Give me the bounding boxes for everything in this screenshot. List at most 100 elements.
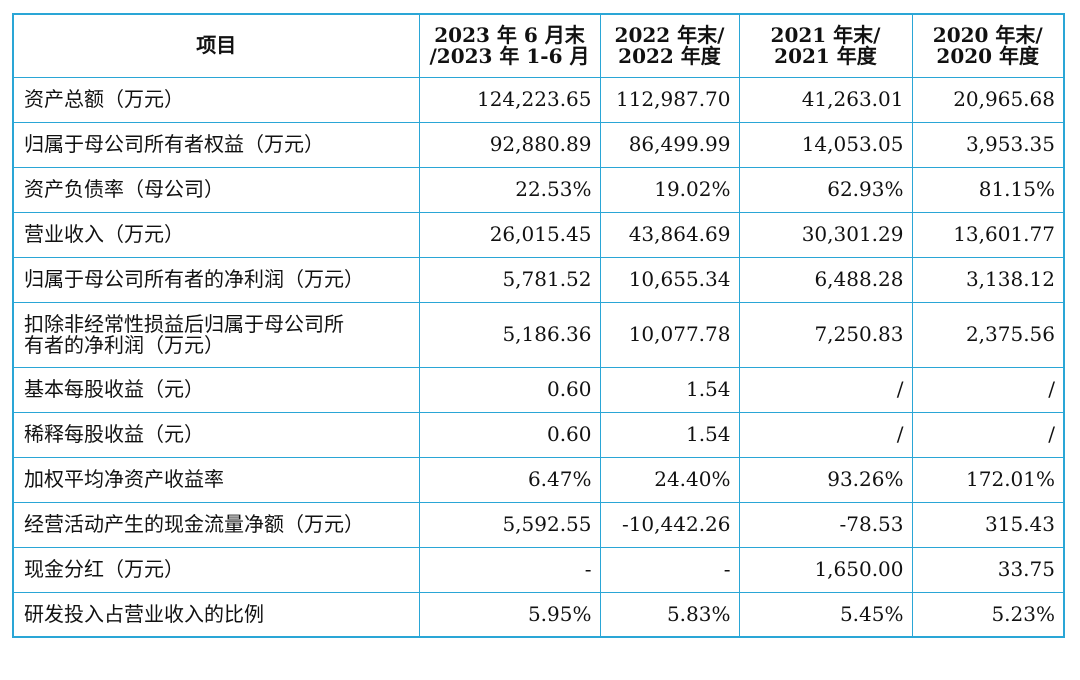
- value-cell: 7,250.83: [738, 301, 913, 368]
- table-row: 经营活动产生的现金流量净额（万元） 5,592.55 -10,442.26 -78.5…: [12, 501, 1065, 548]
- row-label-line: 扣除非经常性损益后归属于母公司所: [24, 311, 344, 336]
- value-cell: /: [911, 366, 1065, 413]
- header-period-2021: 2021 年末/ 2021 年度: [738, 13, 913, 78]
- value-cell: 112,987.70: [599, 76, 740, 123]
- header-line: 2020 年度: [936, 43, 1040, 68]
- value-cell: -10,442.26: [599, 501, 740, 548]
- value-cell: 93.26%: [738, 456, 913, 503]
- value-cell: 1.54: [599, 411, 740, 458]
- value-cell: 2,375.56: [911, 301, 1065, 368]
- value-cell: 6,488.28: [738, 256, 913, 303]
- header-line: /2023 年 1-6 月: [429, 43, 590, 68]
- row-label: 营业收入（万元）: [12, 211, 420, 258]
- header-line: 2023 年 6 月末: [434, 22, 585, 47]
- value-cell: -: [599, 546, 740, 593]
- table-row: 扣除非经常性损益后归属于母公司所 有者的净利润（万元） 5,186.36 10,077…: [12, 301, 1065, 368]
- value-cell: 3,953.35: [911, 121, 1065, 168]
- value-cell: 24.40%: [599, 456, 740, 503]
- value-cell: 6.47%: [418, 456, 601, 503]
- row-label-line: 稀释每股收益（元）: [24, 422, 204, 446]
- table-row: 稀释每股收益（元） 0.60 1.54//: [12, 411, 1065, 458]
- table-row: 资产总额（万元） 124,223.65 112,987.70 41,263.01 20,…: [12, 76, 1065, 123]
- row-label-line: 归属于母公司所有者权益（万元）: [24, 132, 324, 156]
- row-label: 稀释每股收益（元）: [12, 411, 420, 458]
- value-cell: 0.60: [418, 366, 601, 413]
- row-label: 研发投入占营业收入的比例: [12, 591, 420, 638]
- value-cell: 43,864.69: [599, 211, 740, 258]
- row-label: 归属于母公司所有者的净利润（万元）: [12, 256, 420, 303]
- row-label: 加权平均净资产收益率: [12, 456, 420, 503]
- value-cell: /: [911, 411, 1065, 458]
- table-row: 归属于母公司所有者的净利润（万元） 5,781.52 10,655.34 6,488.…: [12, 256, 1065, 303]
- table-row: 归属于母公司所有者权益（万元） 92,880.89 86,499.99 14,053.…: [12, 121, 1065, 168]
- row-label: 现金分红（万元）: [12, 546, 420, 593]
- row-label: 经营活动产生的现金流量净额（万元）: [12, 501, 420, 548]
- row-label: 扣除非经常性损益后归属于母公司所 有者的净利润（万元）: [12, 301, 420, 368]
- table-body: 资产总额（万元） 124,223.65 112,987.70 41,263.01 20,…: [12, 76, 1065, 638]
- row-label-line: 经营活动产生的现金流量净额（万元）: [24, 512, 364, 536]
- table-row: 研发投入占营业收入的比例 5.95% 5.83% 5.45% 5.23%: [12, 591, 1065, 638]
- row-label: 资产负债率（母公司）: [12, 166, 420, 213]
- row-label-line: 营业收入（万元）: [24, 222, 184, 246]
- financial-summary-table: 项目 2023 年 6 月末 /2023 年 1-6 月 2022 年末/ 20…: [12, 13, 1065, 638]
- header-line: 2022 年度: [618, 43, 721, 68]
- row-label-line: 基本每股收益（元）: [24, 377, 204, 401]
- value-cell: 19.02%: [599, 166, 740, 213]
- value-cell: 14,053.05: [738, 121, 913, 168]
- value-cell: 124,223.65: [418, 76, 601, 123]
- header-row: 项目 2023 年 6 月末 /2023 年 1-6 月 2022 年末/ 20…: [12, 13, 1065, 78]
- header-line: 2021 年末/: [770, 22, 881, 47]
- value-cell: 3,138.12: [911, 256, 1065, 303]
- value-cell: 315.43: [911, 501, 1065, 548]
- value-cell: 13,601.77: [911, 211, 1065, 258]
- value-cell: 30,301.29: [738, 211, 913, 258]
- row-label-line: 资产总额（万元）: [24, 87, 184, 111]
- row-label-line: 研发投入占营业收入的比例: [24, 601, 264, 626]
- row-label: 资产总额（万元）: [12, 76, 420, 123]
- row-label-line: 有者的净利润（万元）: [24, 332, 224, 357]
- value-cell: 41,263.01: [738, 76, 913, 123]
- value-cell: 22.53%: [418, 166, 601, 213]
- value-cell: -78.53: [738, 501, 913, 548]
- header-period-2023h1: 2023 年 6 月末 /2023 年 1-6 月: [418, 13, 601, 78]
- header-line: 2022 年末/: [614, 22, 725, 47]
- table-row: 资产负债率（母公司） 22.53% 19.02% 62.93% 81.15%: [12, 166, 1065, 213]
- value-cell: 10,077.78: [599, 301, 740, 368]
- row-label: 基本每股收益（元）: [12, 366, 420, 413]
- table-header: 项目 2023 年 6 月末 /2023 年 1-6 月 2022 年末/ 20…: [12, 13, 1065, 78]
- value-cell: 5,592.55: [418, 501, 601, 548]
- row-label: 归属于母公司所有者权益（万元）: [12, 121, 420, 168]
- row-label-line: 加权平均净资产收益率: [24, 467, 224, 491]
- value-cell: 92,880.89: [418, 121, 601, 168]
- header-line: 2021 年度: [774, 43, 877, 68]
- value-cell: 1.54: [599, 366, 740, 413]
- value-cell: 81.15%: [911, 166, 1065, 213]
- value-cell: /: [738, 411, 913, 458]
- value-cell: 5.23%: [911, 591, 1065, 638]
- table-row: 现金分红（万元） - -1,650.00 33.75: [12, 546, 1065, 593]
- value-cell: 5.95%: [418, 591, 601, 638]
- table-row: 基本每股收益（元） 0.60 1.54//: [12, 366, 1065, 413]
- header-period-2020: 2020 年末/ 2020 年度: [911, 13, 1065, 78]
- value-cell: 10,655.34: [599, 256, 740, 303]
- table-row: 加权平均净资产收益率 6.47% 24.40% 93.26% 172.01%: [12, 456, 1065, 503]
- table-row: 营业收入（万元） 26,015.45 43,864.69 30,301.29 13,60…: [12, 211, 1065, 258]
- value-cell: -: [418, 546, 601, 593]
- value-cell: 0.60: [418, 411, 601, 458]
- value-cell: 26,015.45: [418, 211, 601, 258]
- value-cell: 20,965.68: [911, 76, 1065, 123]
- value-cell: 62.93%: [738, 166, 913, 213]
- value-cell: 5,781.52: [418, 256, 601, 303]
- value-cell: 5.83%: [599, 591, 740, 638]
- value-cell: 1,650.00: [738, 546, 913, 593]
- row-label-line: 资产负债率（母公司）: [24, 177, 224, 201]
- value-cell: 5.45%: [738, 591, 913, 638]
- header-line: 2020 年末/: [932, 22, 1043, 47]
- value-cell: 33.75: [911, 546, 1065, 593]
- header-item: 项目: [12, 13, 420, 78]
- value-cell: /: [738, 366, 913, 413]
- value-cell: 86,499.99: [599, 121, 740, 168]
- header-period-2022: 2022 年末/ 2022 年度: [599, 13, 740, 78]
- value-cell: 5,186.36: [418, 301, 601, 368]
- row-label-line: 现金分红（万元）: [24, 557, 184, 581]
